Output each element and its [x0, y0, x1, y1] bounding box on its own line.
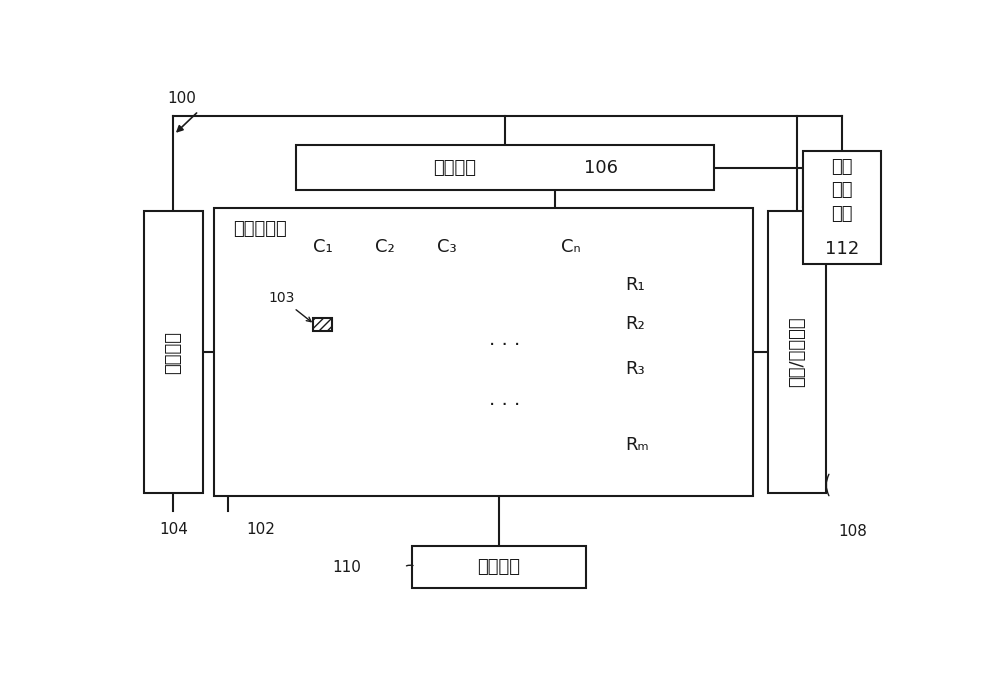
Text: 列解码器: 列解码器: [433, 159, 476, 176]
Text: · · ·: · · ·: [489, 397, 520, 415]
Text: 102: 102: [246, 522, 275, 537]
Bar: [768, 211, 826, 493]
Bar: [296, 145, 714, 190]
Text: 认证电路: 认证电路: [477, 557, 520, 576]
Text: 108: 108: [838, 525, 867, 540]
Text: 控制
逻辑
电路: 控制 逻辑 电路: [831, 157, 853, 223]
Bar: [214, 209, 753, 495]
Text: C₂: C₂: [375, 238, 394, 256]
Text: R₂: R₂: [625, 315, 645, 333]
Bar: [803, 150, 881, 264]
Text: C₃: C₃: [437, 238, 456, 256]
Text: 100: 100: [168, 91, 196, 106]
Text: Rₘ: Rₘ: [625, 436, 649, 454]
Bar: [412, 546, 586, 588]
Text: · · ·: · · ·: [489, 336, 520, 355]
Text: Cₙ: Cₙ: [561, 238, 580, 256]
Text: 104: 104: [159, 522, 188, 537]
Bar: [313, 318, 332, 331]
Text: R₁: R₁: [625, 276, 645, 294]
Text: 记忆体阵列: 记忆体阵列: [234, 220, 287, 238]
Text: 106: 106: [584, 159, 618, 176]
Text: 112: 112: [825, 240, 859, 258]
Text: C₁: C₁: [313, 238, 332, 256]
Text: 110: 110: [332, 560, 361, 575]
Text: R₃: R₃: [625, 360, 644, 378]
Bar: [144, 211, 202, 493]
Text: 输入/输出电路: 输入/输出电路: [788, 317, 806, 387]
Text: 行解码器: 行解码器: [164, 330, 182, 373]
Text: 103: 103: [268, 291, 311, 321]
